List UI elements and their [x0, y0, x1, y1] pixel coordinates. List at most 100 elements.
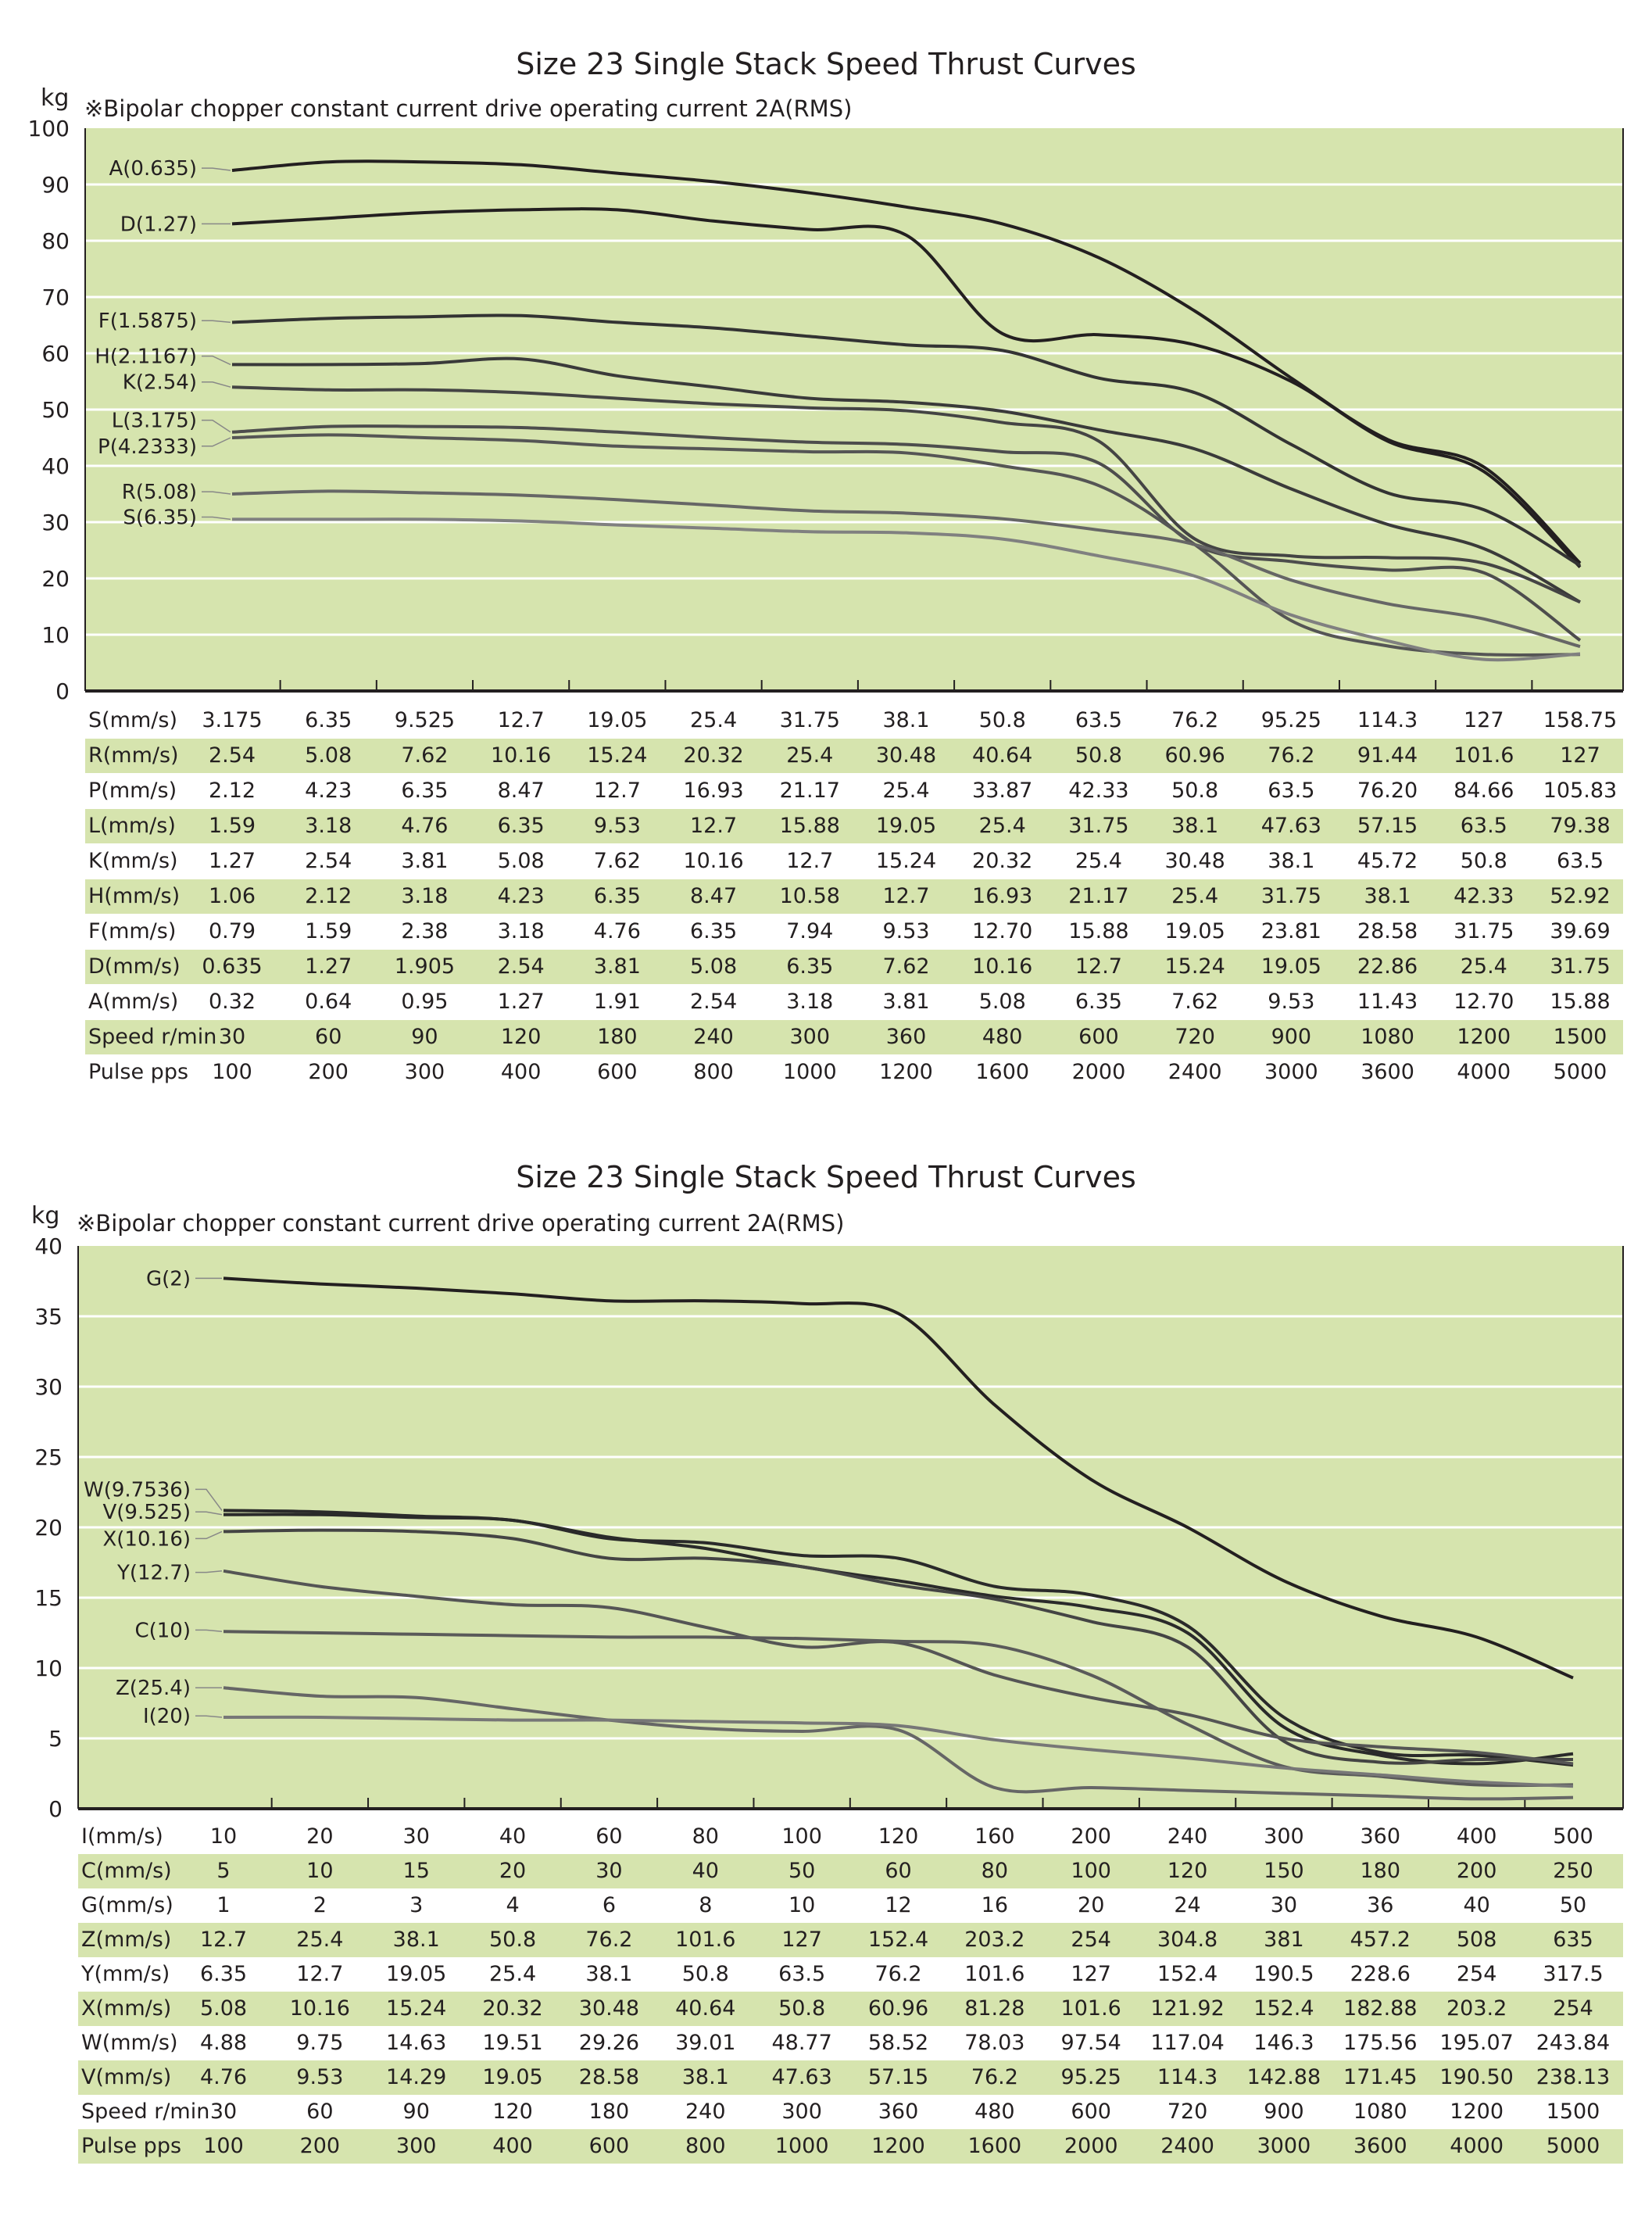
table-cell: 190.50	[1439, 2065, 1514, 2089]
table-cell: 60.96	[867, 1996, 929, 2021]
y-tick-label: 50	[41, 397, 70, 423]
table-cell: 25.4	[690, 708, 738, 732]
table-cell: 30	[1270, 1893, 1298, 1917]
table-cell: 19.05	[1260, 954, 1321, 979]
table-cell: 1.27	[208, 849, 256, 873]
table-cell: 76.20	[1357, 779, 1418, 803]
table-cell: 4.88	[199, 2031, 248, 2055]
table-cell: 8.47	[497, 779, 545, 803]
table-cell: 76.2	[1171, 708, 1219, 732]
table-cell: 3.81	[593, 954, 641, 979]
table-cell: 6.35	[497, 814, 545, 838]
table-cell: 800	[693, 1060, 734, 1084]
chart-subtitle: ※Bipolar chopper constant current drive …	[77, 1210, 845, 1237]
table-cell: 6.35	[786, 954, 834, 979]
label-leader	[202, 381, 231, 388]
table-cell: 101.6	[1454, 743, 1514, 768]
table-cell: 84.66	[1454, 779, 1514, 803]
row-label: A(mm/s)	[88, 990, 179, 1014]
row-label: W(mm/s)	[81, 2031, 178, 2055]
table-cell: 6	[602, 1893, 617, 1917]
plot-0: 0 10 20 30 40 50 60 70 80 90 100 A(0.635) D(1.27) F(1…	[28, 116, 1624, 704]
table-cell: 25.4	[882, 779, 930, 803]
table-cell: 2.12	[305, 884, 352, 908]
row-label: G(mm/s)	[81, 1893, 173, 1917]
table-cell: 10.16	[683, 849, 744, 873]
table-cell: 1500	[1553, 1025, 1607, 1049]
table-cell: 38.1	[585, 1962, 633, 1986]
series-line-P(4.2333)	[231, 433, 1581, 657]
table-cell: 19.05	[1164, 919, 1225, 943]
table-cell: 31.75	[1454, 919, 1514, 943]
table-cell: 146.3	[1253, 2031, 1314, 2055]
table-cell: 3.18	[786, 990, 834, 1014]
table-cell: 2.12	[208, 779, 256, 803]
table-cell: 142.88	[1246, 2065, 1321, 2089]
chart-subtitle: ※Bipolar chopper constant current drive …	[84, 95, 853, 122]
table-cell: 101.6	[675, 1928, 736, 1952]
table-cell: 200	[299, 2134, 341, 2158]
label-leader	[202, 167, 231, 171]
table-row: L(mm/s) 1.59 3.18 4.76 6.35 9.53 12.7 15.88 19.0…	[85, 809, 1623, 843]
table-cell: 127	[1560, 743, 1600, 768]
table-cell: 5	[216, 1859, 231, 1883]
plot-1: 0 5 10 15 20 25 30 35 40 G(2) W(9.7536)V(9.525) X(1…	[34, 1233, 1624, 1822]
table-cell: 25.4	[489, 1962, 537, 1986]
table-cell: 50.8	[1075, 743, 1122, 768]
table-cell: 0.635	[202, 954, 263, 979]
table-cell: 101.6	[964, 1962, 1025, 1986]
series-line-C(10)	[223, 1630, 1574, 1788]
table-cell: 120	[878, 1824, 919, 1849]
table-row: X(mm/s) 5.08 10.16 15.24 20.32 30.48 40.64 50.8…	[78, 1992, 1623, 2026]
table-cell: 97.54	[1060, 2031, 1121, 2055]
series-line-K(2.54)	[231, 385, 1581, 604]
table-cell: 480	[974, 2100, 1015, 2124]
table-cell: 6.35	[199, 1962, 248, 1986]
row-label: Y(mm/s)	[81, 1962, 170, 1986]
table-cell: 31.75	[779, 708, 840, 732]
table-cell: 80	[692, 1824, 719, 1849]
table-cell: 200	[1456, 1859, 1497, 1883]
row-label: S(mm/s)	[88, 708, 177, 732]
table-cell: 4000	[1450, 2134, 1504, 2158]
table-row: F(mm/s) 0.79 1.59 2.38 3.18 4.76 6.35 7.94 9.53 1…	[85, 915, 1623, 949]
table-cell: 38.1	[882, 708, 930, 732]
table-cell: 120	[500, 1025, 542, 1049]
table-row: Pulse pps 100 200 300 400 600 800 1000 1200 1600 2…	[85, 1055, 1623, 1090]
series-line-H(2.1167)	[231, 356, 1581, 603]
table-cell: 600	[597, 1060, 638, 1084]
table-cell: 480	[982, 1025, 1023, 1049]
table-cell: 600	[1078, 1025, 1119, 1049]
table-cell: 15.24	[386, 1996, 447, 2021]
label-leader	[202, 419, 231, 433]
table-cell: 160	[974, 1824, 1015, 1849]
table-row: G(mm/s) 1 2 3 4 6 8 10 12 16 20 24 30 36 40 50	[78, 1888, 1623, 1923]
y-tick-label: 0	[55, 678, 70, 704]
table-cell: 1200	[871, 2134, 925, 2158]
table-cell: 5.08	[305, 743, 352, 768]
table-cell: 30	[218, 1025, 246, 1049]
table-cell: 2400	[1167, 1060, 1222, 1084]
table-cell: 1600	[975, 1060, 1030, 1084]
table-cell: 12.7	[296, 1962, 344, 1986]
table-cell: 1500	[1546, 2100, 1600, 2124]
table-cell: 38.1	[1268, 849, 1315, 873]
table-cell: 50.8	[778, 1996, 826, 2021]
table-cell: 28.58	[1357, 919, 1418, 943]
table-cell: 6.35	[1075, 990, 1122, 1014]
table-cell: 195.07	[1439, 2031, 1514, 2055]
table-cell: 9.525	[394, 708, 456, 732]
y-tick-label: 10	[34, 1656, 63, 1681]
y-tick-label: 15	[34, 1585, 63, 1611]
table-cell: 1.06	[208, 884, 256, 908]
table-cell: 12.7	[199, 1928, 248, 1952]
table-cell: 81.28	[964, 1996, 1025, 2021]
table-cell: 14.29	[386, 2065, 447, 2089]
table-cell: 508	[1456, 1928, 1497, 1952]
table-row: Z(mm/s) 12.7 25.4 38.1 50.8 76.2 101.6 127 152.4…	[78, 1923, 1623, 1957]
table-cell: 10	[306, 1859, 334, 1883]
table-cell: 6.35	[690, 919, 738, 943]
series-line-I(20)	[223, 1715, 1574, 1788]
table-cell: 1200	[879, 1060, 933, 1084]
row-label: Pulse pps	[88, 1060, 189, 1084]
